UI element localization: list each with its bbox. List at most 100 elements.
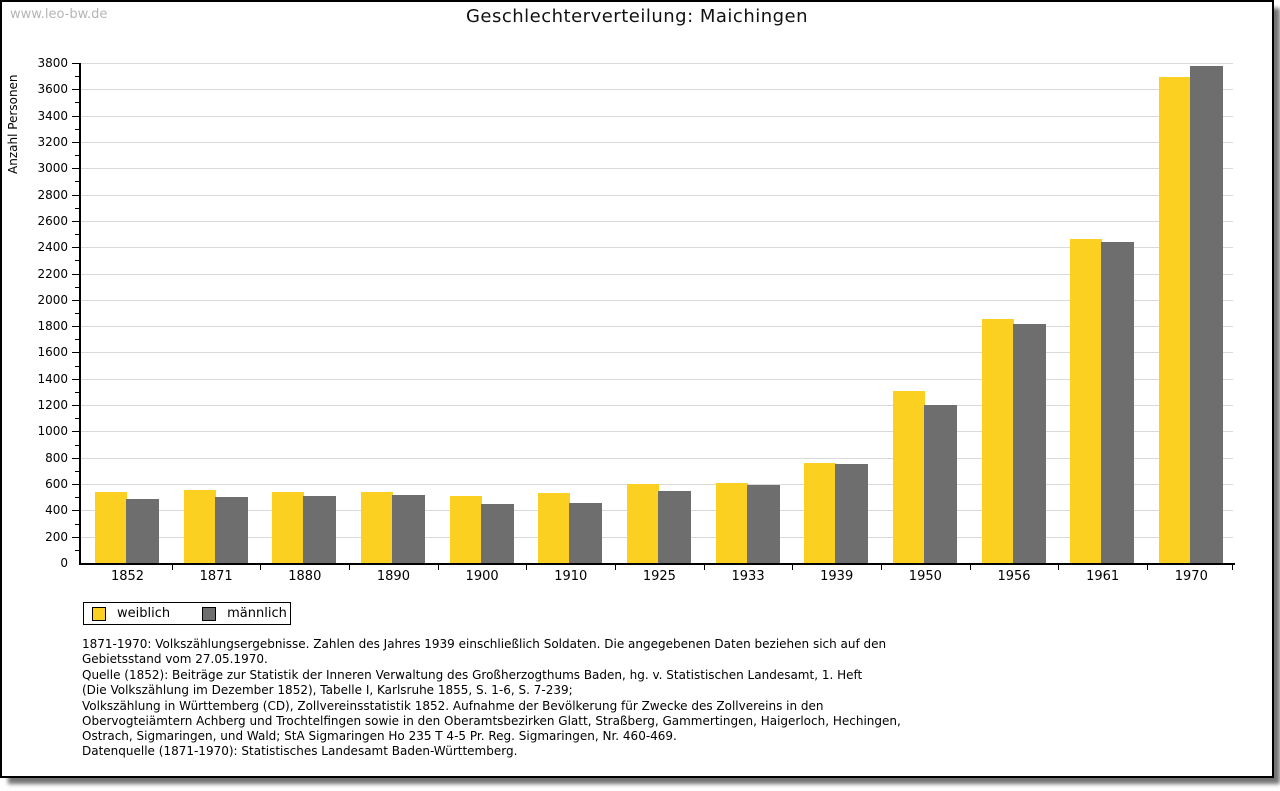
y-minor-tick	[75, 286, 79, 288]
bar-weiblich-1939	[804, 463, 837, 563]
y-major-tick	[72, 352, 79, 354]
y-tick-label: 3800	[37, 56, 68, 70]
footnote-line: 1871-1970: Volkszählungsergebnisse. Zahl…	[82, 637, 887, 651]
datasource-note: Datenquelle (1871-1970): Statistisches L…	[82, 744, 518, 758]
legend-item-maennlich: männlich	[202, 606, 311, 621]
gridline	[81, 141, 1233, 143]
bar-weiblich-1852	[95, 491, 127, 563]
y-major-tick	[72, 115, 79, 117]
y-tick-label: 3200	[37, 134, 68, 149]
y-tick-label: 2600	[37, 213, 68, 228]
y-minor-tick	[75, 181, 79, 183]
y-major-tick	[72, 431, 79, 433]
x-tick-label: 1961	[1086, 569, 1120, 584]
x-tick-label: 1890	[376, 569, 410, 584]
bar-chart-plot-area	[81, 63, 1233, 563]
y-major-tick	[72, 457, 79, 459]
y-tick-label: 2000	[37, 292, 68, 307]
y-minor-tick	[75, 313, 79, 314]
x-axis-line	[79, 563, 1235, 565]
footnote-line: Quelle (1852): Beiträge zur Statistik de…	[82, 667, 863, 682]
y-minor-tick	[75, 128, 79, 130]
y-minor-tick	[75, 339, 79, 341]
x-boundary-tick	[260, 565, 262, 570]
x-tick-label: 1970	[1174, 569, 1208, 584]
gridline	[81, 115, 1233, 117]
bar-männlich-1890	[391, 494, 425, 563]
y-minor-tick	[75, 391, 79, 393]
bar-männlich-1961	[1101, 241, 1135, 563]
x-tick-label: 1939	[820, 569, 854, 584]
bar-weiblich-1925	[626, 484, 659, 563]
bar-männlich-1939	[835, 464, 869, 563]
y-major-tick	[72, 273, 79, 275]
y-minor-tick	[75, 523, 79, 525]
y-major-tick	[72, 141, 79, 143]
x-boundary-tick	[615, 565, 617, 570]
y-tick-label: 3400	[37, 108, 68, 123]
x-tick-label: 1933	[731, 569, 765, 584]
y-tick-label: 2400	[37, 240, 68, 255]
gridline	[81, 220, 1233, 222]
y-minor-tick	[75, 365, 79, 367]
footnote-line: (Die Volkszählung im Dezember 1852), Tab…	[82, 683, 573, 698]
y-minor-tick	[75, 549, 79, 551]
chart-card: www.leo-bw.de Geschlechterverteilung: Ma…	[0, 0, 1274, 778]
y-major-tick	[72, 63, 79, 64]
y-minor-tick	[75, 470, 79, 472]
bar-männlich-1925	[657, 491, 691, 563]
legend-swatch-weiblich	[92, 606, 106, 621]
y-tick-label: 3000	[37, 161, 68, 176]
x-boundary-tick	[437, 565, 439, 570]
x-tick-label: 1950	[908, 569, 942, 584]
y-major-tick	[72, 484, 79, 486]
y-tick-label: 200	[45, 529, 68, 544]
footnote-line: Gebietsstand vom 27.05.1970.	[82, 652, 268, 667]
bar-männlich-1880	[303, 495, 337, 563]
legend-label-maennlich: männlich	[227, 606, 287, 621]
y-minor-tick	[75, 260, 79, 262]
gridline	[81, 194, 1233, 196]
bar-männlich-1900	[480, 503, 514, 563]
legend-box: weiblich männlich	[83, 602, 291, 625]
bar-weiblich-1950	[892, 391, 925, 563]
gridline	[81, 378, 1233, 380]
x-tick-label: 1925	[642, 569, 676, 584]
gridline	[81, 431, 1233, 433]
x-boundary-tick	[526, 565, 528, 570]
y-axis-line	[79, 63, 81, 565]
y-minor-tick	[75, 444, 79, 446]
bar-weiblich-1970	[1158, 77, 1191, 563]
y-minor-tick	[75, 418, 79, 420]
y-major-tick	[72, 220, 79, 222]
x-boundary-tick	[349, 565, 351, 570]
gridline	[81, 352, 1233, 354]
x-tick-label: 1900	[465, 569, 499, 584]
x-boundary-tick	[1146, 565, 1148, 570]
y-minor-tick	[75, 234, 79, 236]
y-tick-label: 1600	[37, 345, 68, 360]
gridline	[81, 168, 1233, 170]
x-boundary-tick	[969, 565, 971, 570]
x-boundary-tick	[792, 565, 794, 570]
y-tick-label: 1000	[37, 424, 68, 439]
gridline	[81, 405, 1233, 407]
y-tick-label: 400	[45, 503, 68, 518]
chart-title: Geschlechterverteilung: Maichingen	[465, 6, 809, 27]
y-tick-label: 1200	[37, 398, 68, 413]
source-footnotes: 1871-1970: Volkszählungsergebnisse. Zahl…	[82, 637, 901, 745]
x-boundary-tick	[703, 565, 705, 570]
bar-männlich-1950	[923, 405, 957, 563]
y-major-tick	[72, 247, 79, 249]
footnote-line: Ostrach, Sigmaringen, und Wald; StA Sigm…	[82, 729, 677, 744]
gridline	[81, 326, 1233, 328]
y-tick-label: 1800	[37, 319, 68, 334]
x-end-tick	[1232, 565, 1233, 570]
watermark-url: www.leo-bw.de	[10, 7, 108, 22]
x-tick-label: 1880	[288, 569, 322, 584]
x-tick-label: 1852	[110, 569, 145, 584]
y-tick-label: 2200	[37, 266, 68, 281]
y-major-tick	[72, 194, 79, 196]
x-tick-label: 1910	[554, 569, 588, 584]
